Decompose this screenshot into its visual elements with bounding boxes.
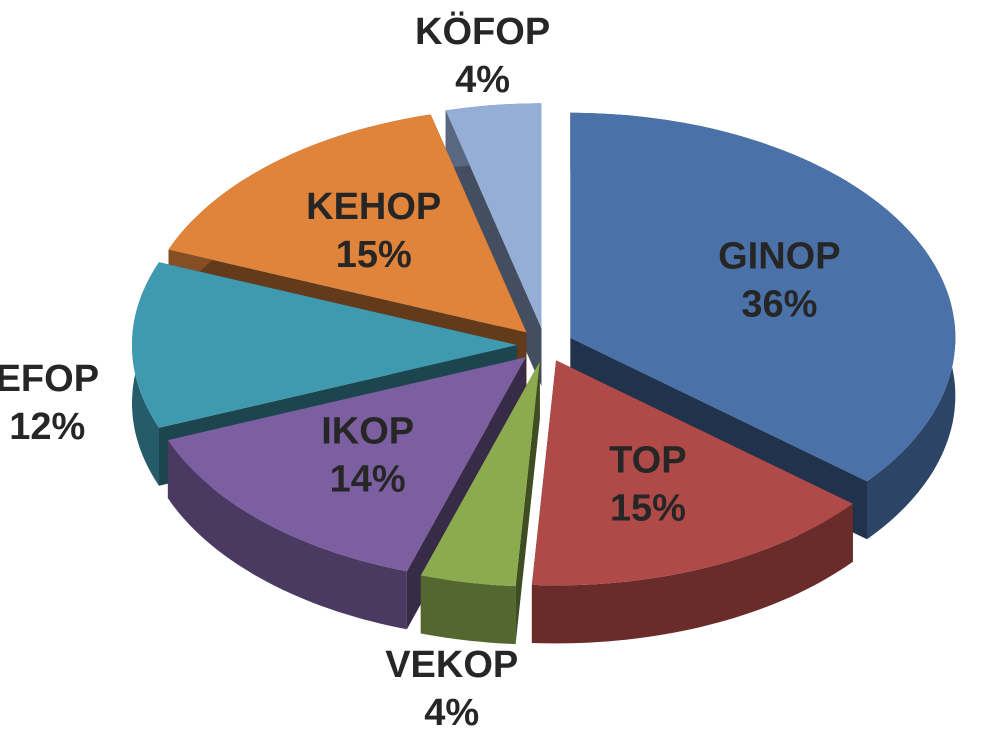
slice-value-label: 14% xyxy=(330,459,406,501)
slice-side xyxy=(420,575,516,645)
slice-value-label: 4% xyxy=(424,692,479,734)
slice-value-label: 15% xyxy=(610,487,686,529)
slice-label: KEHOP xyxy=(306,186,441,228)
slice-label: TOP xyxy=(609,439,686,481)
slice-side xyxy=(167,440,407,630)
slice xyxy=(168,114,527,333)
slice xyxy=(570,112,956,482)
slice-label: EFOP xyxy=(0,358,99,400)
slice-label: KÖFOP xyxy=(415,10,550,53)
slice-side xyxy=(531,503,853,644)
slice-label: IKOP xyxy=(321,411,414,453)
slice-value-label: 36% xyxy=(741,283,817,325)
slice-side xyxy=(515,361,540,645)
slice-value-label: 12% xyxy=(9,406,85,448)
slice-value-label: 4% xyxy=(455,59,510,101)
slice xyxy=(167,357,526,572)
slice xyxy=(420,361,540,587)
slice xyxy=(445,103,542,329)
slice-label: VEKOP xyxy=(385,644,518,686)
slice-label: GINOP xyxy=(718,235,840,277)
slice xyxy=(531,360,853,586)
slice-value-label: 15% xyxy=(336,234,412,276)
slice xyxy=(132,262,517,428)
